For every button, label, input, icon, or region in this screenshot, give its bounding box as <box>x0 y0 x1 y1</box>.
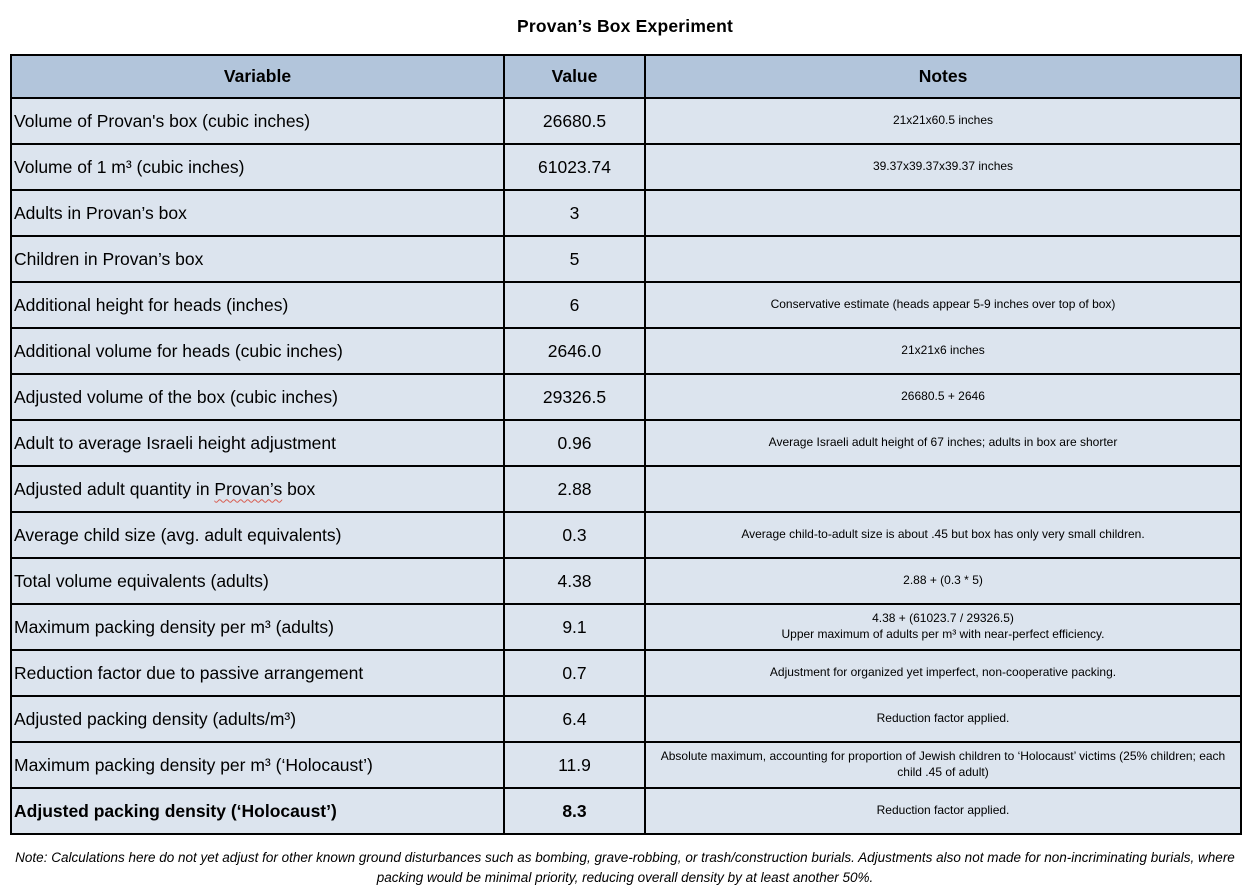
note-cell: 2.88 + (0.3 * 5) <box>644 557 1242 605</box>
value-cell: 6 <box>503 281 646 329</box>
value-cell: 3 <box>503 189 646 237</box>
variable-cell: Total volume equivalents (adults) <box>10 557 505 605</box>
table-header: Variable Value Notes <box>10 54 1242 99</box>
value-cell: 8.3 <box>503 787 646 835</box>
note-cell: 21x21x60.5 inches <box>644 97 1242 145</box>
note-cell: 21x21x6 inches <box>644 327 1242 375</box>
table-row: Adults in Provan’s box 3 <box>10 189 1242 237</box>
document-page: Provan’s Box Experiment Variable Value N… <box>10 16 1242 885</box>
misspelled-word: Provan’s <box>214 478 283 499</box>
value-cell: 2.88 <box>503 465 646 513</box>
table-body: Volume of Provan's box (cubic inches) 266… <box>10 97 1242 835</box>
table-row: Additional height for heads (inches) 6 Con… <box>10 281 1242 329</box>
table-row: Adult to average Israeli height adjustme… <box>10 419 1242 467</box>
table-row: Additional volume for heads (cubic inche… <box>10 327 1242 375</box>
footnote: Note: Calculations here do not yet adjus… <box>15 850 1235 885</box>
variable-cell: Adjusted volume of the box (cubic inches… <box>10 373 505 421</box>
note-cell: Reduction factor applied. <box>644 695 1242 743</box>
note-cell: 4.38 + (61023.7 / 29326.5) Upper maximum … <box>644 603 1242 651</box>
table-row: Adjusted packing density (adults/m³) 6.4 R… <box>10 695 1242 743</box>
variable-cell: Adjusted packing density (‘Holocaust’) <box>10 787 505 835</box>
variable-cell: Maximum packing density per m³ (‘Holocau… <box>10 741 505 789</box>
value-cell: 11.9 <box>503 741 646 789</box>
note-cell: Average Israeli adult height of 67 inche… <box>644 419 1242 467</box>
variable-cell: Maximum packing density per m³ (adults) <box>10 603 505 651</box>
header-row: Variable Value Notes <box>10 54 1242 99</box>
note-cell: 39.37x39.37x39.37 inches <box>644 143 1242 191</box>
value-cell: 9.1 <box>503 603 646 651</box>
variable-cell: Adult to average Israeli height adjustme… <box>10 419 505 467</box>
value-cell: 26680.5 <box>503 97 646 145</box>
variable-cell: Adults in Provan’s box <box>10 189 505 237</box>
table-row: Maximum packing density per m³ (adults) 9… <box>10 603 1242 651</box>
value-cell: 2646.0 <box>503 327 646 375</box>
value-cell: 4.38 <box>503 557 646 605</box>
table-row: Adjusted packing density (‘Holocaust’) 8.… <box>10 787 1242 835</box>
experiment-table: Variable Value Notes Volume of Provan's … <box>10 54 1242 835</box>
table-row: Adjusted adult quantity in Provan’s box 2… <box>10 465 1242 513</box>
variable-cell: Reduction factor due to passive arrangem… <box>10 649 505 697</box>
note-cell <box>644 235 1242 283</box>
table-row: Adjusted volume of the box (cubic inches… <box>10 373 1242 421</box>
note-cell <box>644 189 1242 237</box>
value-cell: 5 <box>503 235 646 283</box>
note-cell: Absolute maximum, accounting for proport… <box>644 741 1242 789</box>
value-cell: 0.7 <box>503 649 646 697</box>
value-cell: 0.3 <box>503 511 646 559</box>
variable-cell: Additional height for heads (inches) <box>10 281 505 329</box>
table-row: Volume of Provan's box (cubic inches) 266… <box>10 97 1242 145</box>
note-cell: Conservative estimate (heads appear 5-9 … <box>644 281 1242 329</box>
table-row: Volume of 1 m³ (cubic inches) 61023.74 39.… <box>10 143 1242 191</box>
variable-cell: Adjusted packing density (adults/m³) <box>10 695 505 743</box>
value-cell: 0.96 <box>503 419 646 467</box>
note-cell: Average child-to-adult size is about .45… <box>644 511 1242 559</box>
table-row: Average child size (avg. adult equivalen… <box>10 511 1242 559</box>
variable-cell: Additional volume for heads (cubic inche… <box>10 327 505 375</box>
page-title: Provan’s Box Experiment <box>517 16 733 36</box>
variable-cell: Average child size (avg. adult equivalen… <box>10 511 505 559</box>
note-cell: Adjustment for organized yet imperfect, … <box>644 649 1242 697</box>
note-cell <box>644 465 1242 513</box>
header-variable: Variable <box>10 54 505 99</box>
header-value: Value <box>503 54 646 99</box>
value-cell: 29326.5 <box>503 373 646 421</box>
variable-cell: Children in Provan’s box <box>10 235 505 283</box>
value-cell: 61023.74 <box>503 143 646 191</box>
variable-text: Adjusted adult quantity in <box>14 478 215 499</box>
note-cell: Reduction factor applied. <box>644 787 1242 835</box>
header-notes: Notes <box>644 54 1242 99</box>
variable-text: box <box>282 478 316 499</box>
variable-cell: Volume of 1 m³ (cubic inches) <box>10 143 505 191</box>
table-row: Children in Provan’s box 5 <box>10 235 1242 283</box>
table-row: Total volume equivalents (adults) 4.38 2.8… <box>10 557 1242 605</box>
value-cell: 6.4 <box>503 695 646 743</box>
variable-cell: Adjusted adult quantity in Provan’s box <box>10 465 505 513</box>
variable-cell: Volume of Provan's box (cubic inches) <box>10 97 505 145</box>
table-row: Maximum packing density per m³ (‘Holocau… <box>10 741 1242 789</box>
note-cell: 26680.5 + 2646 <box>644 373 1242 421</box>
table-row: Reduction factor due to passive arrangem… <box>10 649 1242 697</box>
